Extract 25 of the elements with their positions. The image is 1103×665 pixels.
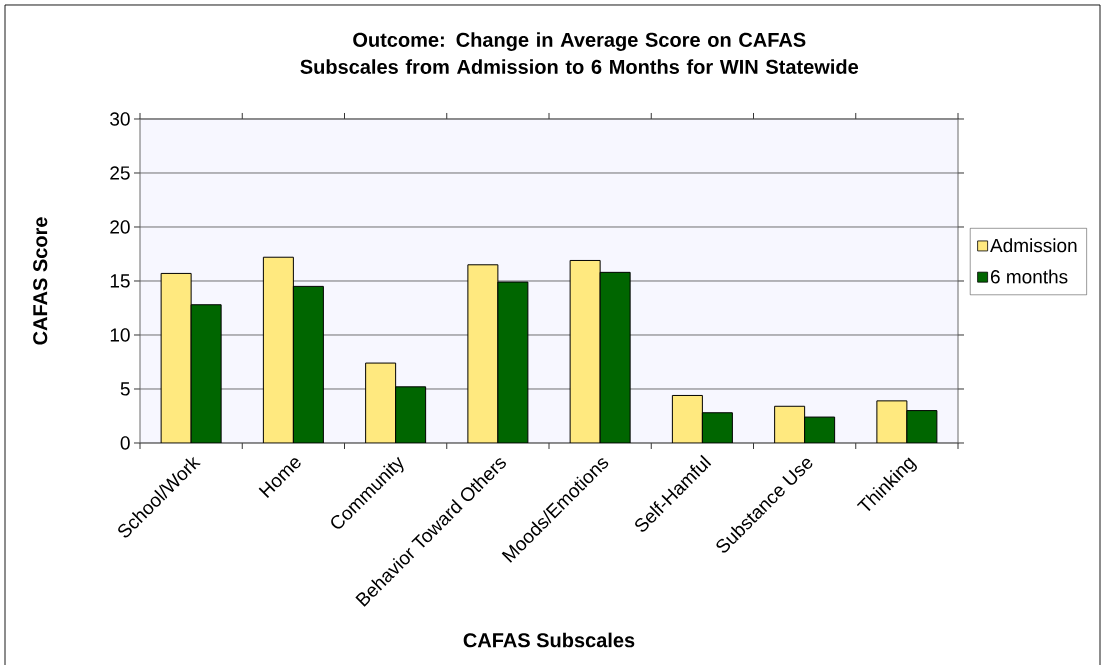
bar [497,282,528,443]
y-tick-label: 20 [110,220,130,234]
legend-label: Admission [990,238,1077,253]
bar [293,286,324,443]
y-tick-label: 0 [120,436,130,450]
chart-title: Outcome: Change in Average Score on CAFAS Subscales from Admission to 6 Months for WIN Statewide [300,32,859,74]
y-axis-title: CAFAS Score [33,217,48,345]
bar [365,363,396,443]
y-tick-label: 25 [110,166,130,180]
bar [774,406,805,443]
y-tick-label: 10 [110,328,130,342]
legend-label: 6 months [990,269,1068,284]
bar [570,260,601,443]
bar [191,304,222,443]
x-axis-title: CAFAS Subscales [463,632,635,648]
bar [600,272,631,443]
y-tick-label: 5 [120,382,130,396]
bar [702,412,733,443]
y-tick-label: 15 [110,274,130,288]
y-tick-label: 30 [110,112,130,126]
bar [161,273,192,443]
bar [467,264,498,443]
bar [263,257,294,443]
bar [395,386,426,443]
bar [672,395,703,443]
